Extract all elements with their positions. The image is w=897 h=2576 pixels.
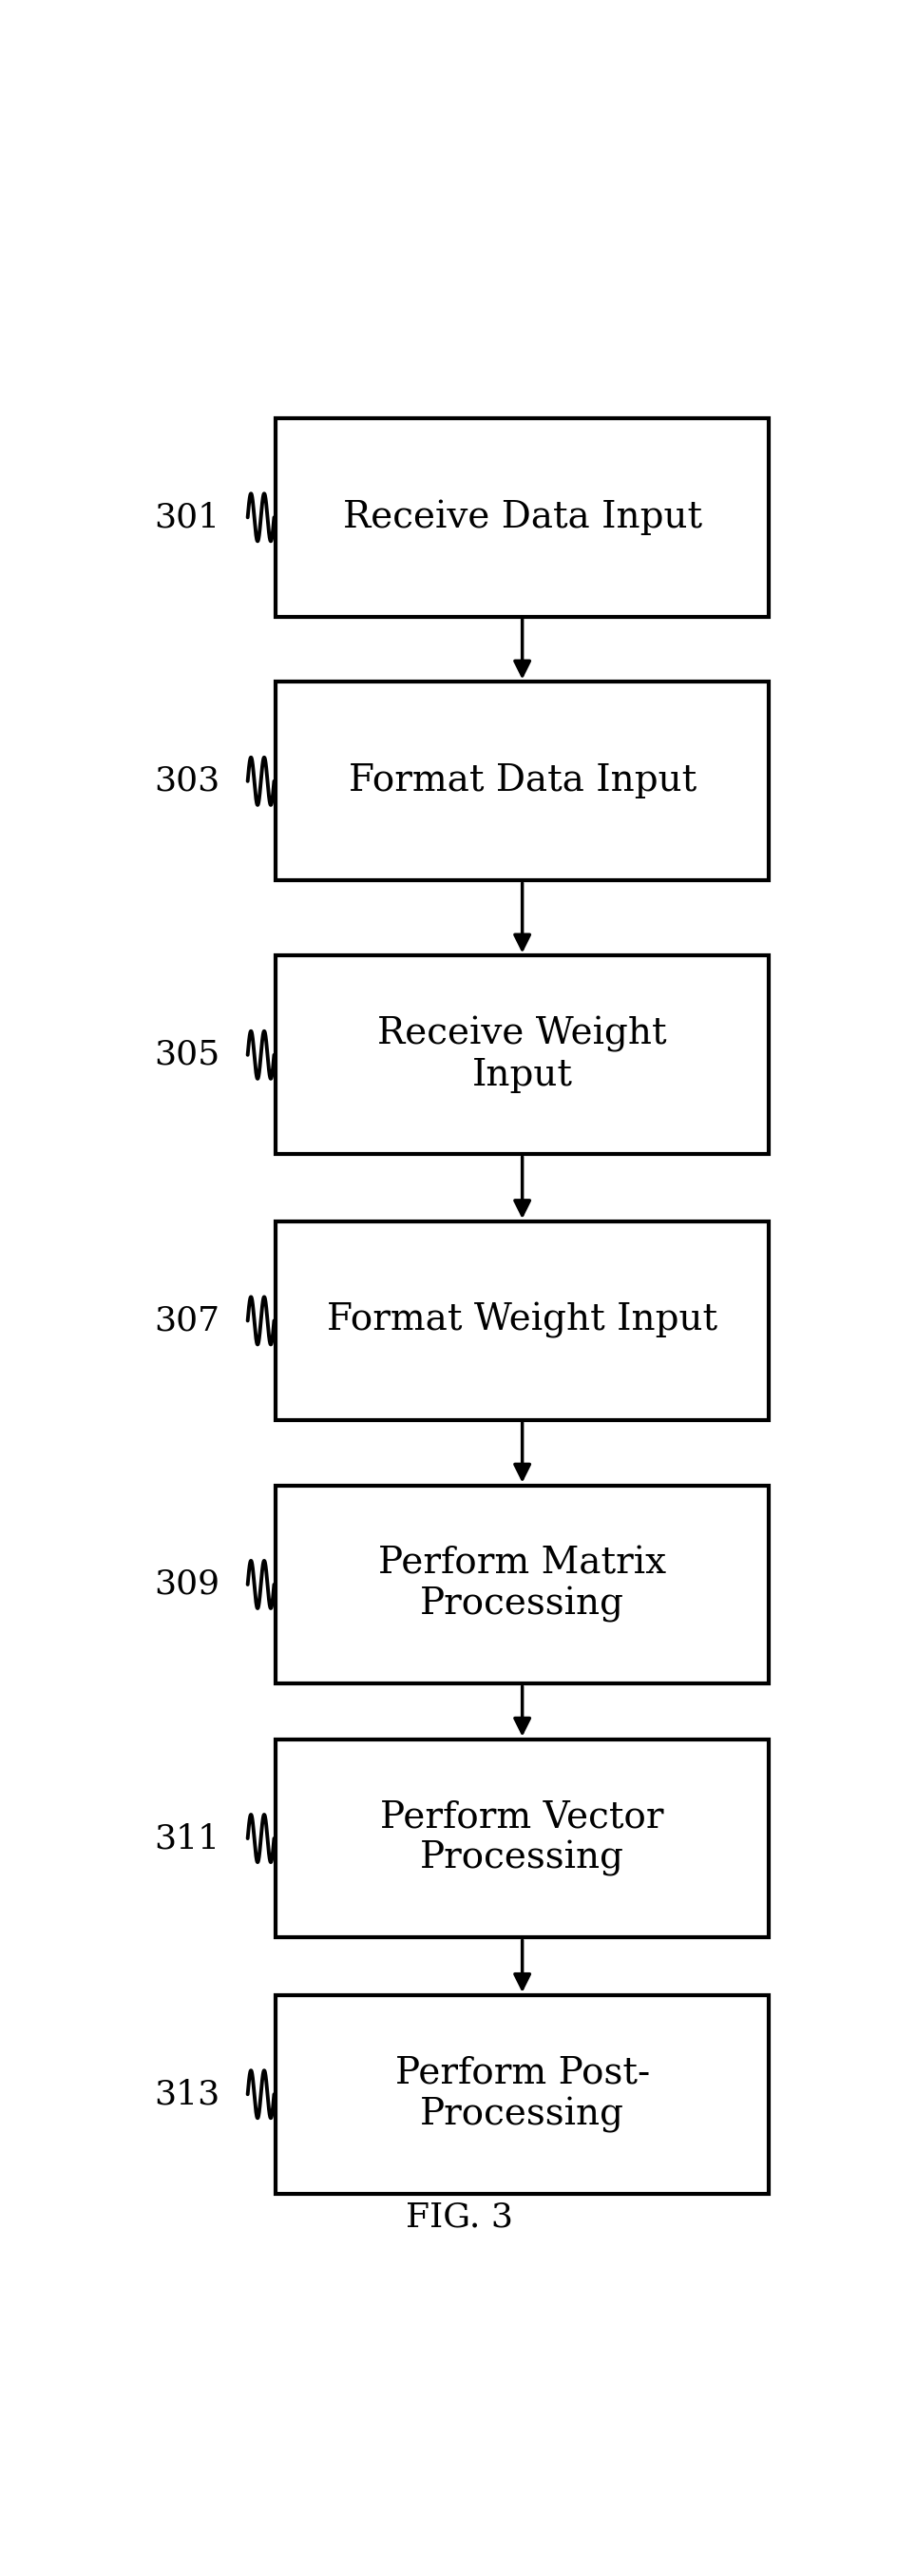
Text: 303: 303 bbox=[154, 765, 220, 799]
Bar bbox=[275, 417, 769, 616]
Text: Receive Weight
Input: Receive Weight Input bbox=[378, 1018, 667, 1092]
Text: Perform Matrix
Processing: Perform Matrix Processing bbox=[379, 1546, 666, 1623]
Bar bbox=[275, 1739, 769, 1937]
Text: 309: 309 bbox=[154, 1569, 220, 1600]
Bar bbox=[275, 1221, 769, 1419]
Text: Perform Post-
Processing: Perform Post- Processing bbox=[395, 2056, 649, 2133]
Text: 301: 301 bbox=[154, 502, 220, 533]
Text: Format Weight Input: Format Weight Input bbox=[327, 1303, 718, 1340]
Bar bbox=[275, 1486, 769, 1685]
Bar bbox=[275, 683, 769, 881]
Text: 313: 313 bbox=[154, 2079, 220, 2110]
Bar bbox=[275, 1994, 769, 2195]
Text: 305: 305 bbox=[154, 1038, 220, 1072]
Text: Receive Data Input: Receive Data Input bbox=[343, 500, 702, 536]
Text: FIG. 3: FIG. 3 bbox=[406, 2200, 513, 2233]
Text: 311: 311 bbox=[154, 1821, 220, 1855]
Bar bbox=[275, 956, 769, 1154]
Text: 307: 307 bbox=[154, 1303, 220, 1337]
Text: Format Data Input: Format Data Input bbox=[348, 762, 696, 799]
Text: Perform Vector
Processing: Perform Vector Processing bbox=[380, 1801, 664, 1878]
